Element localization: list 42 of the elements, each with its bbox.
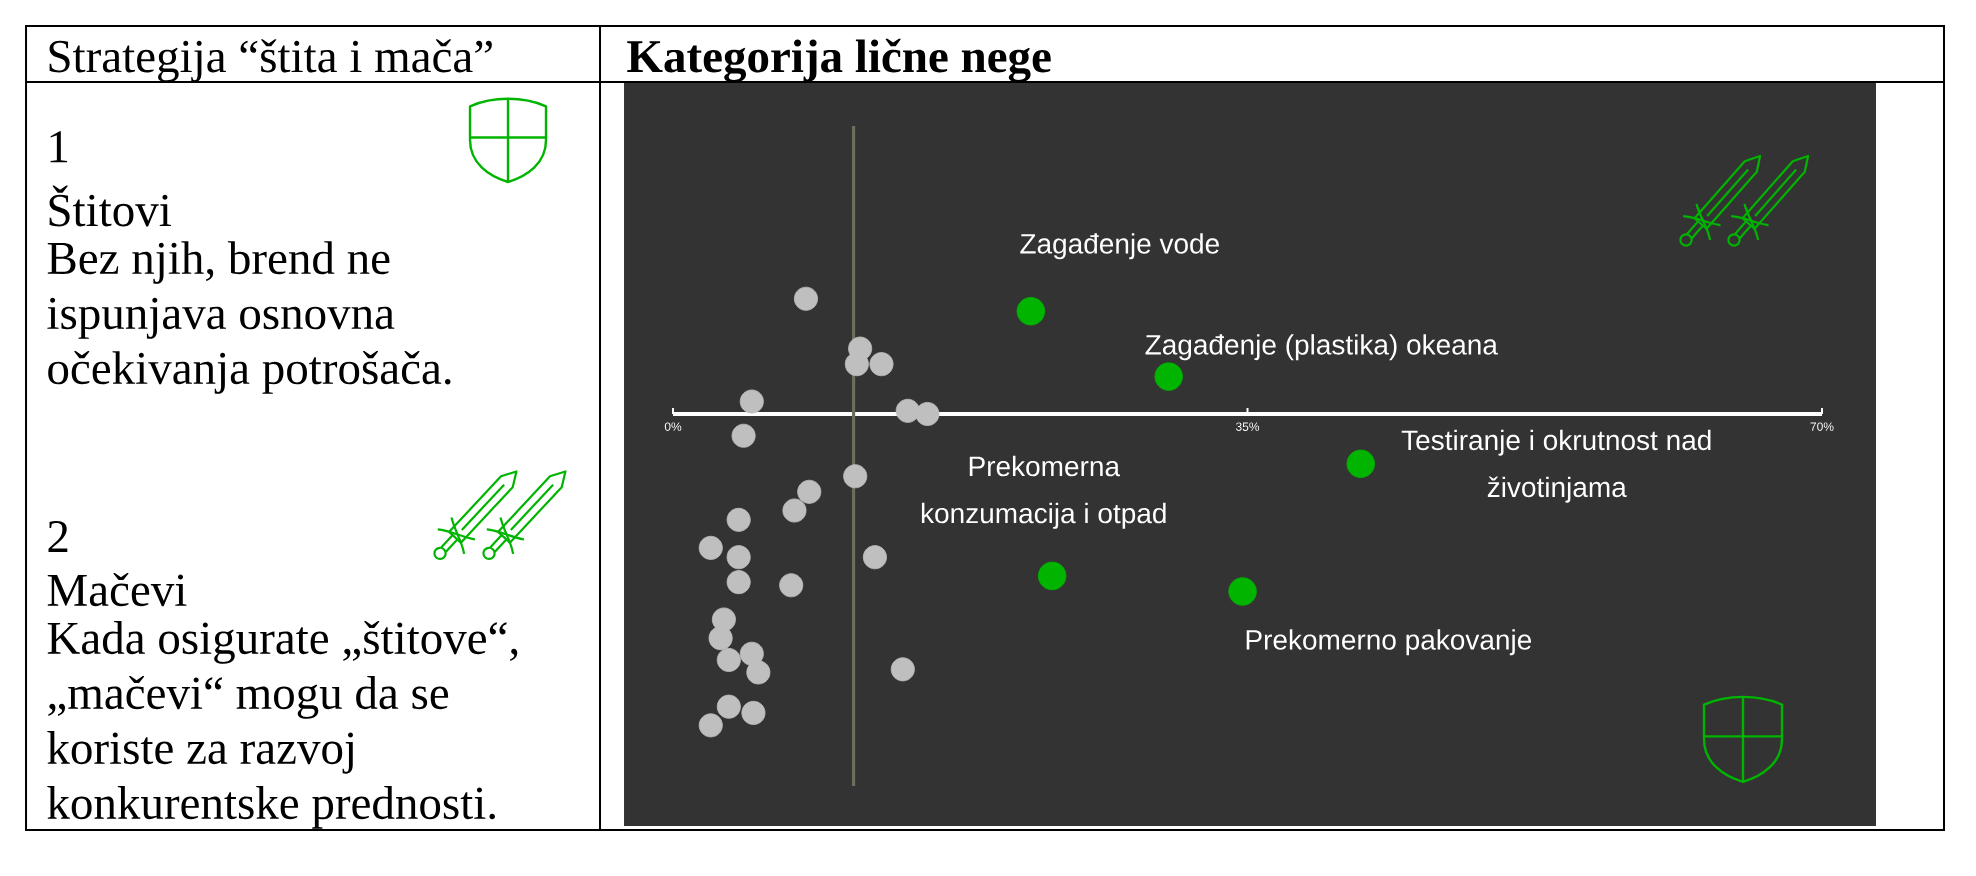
text: Štitovi (49, 185, 171, 227)
point (782, 498, 807, 523)
point (1228, 577, 1257, 606)
text: 1 (50, 131, 68, 163)
point (698, 535, 723, 560)
text: Strategija “štita i mača” (49, 39, 492, 83)
point (1346, 449, 1375, 478)
annotation: Zagađenje vode (1020, 233, 1219, 260)
annotation: Prekomerna konzumacija i otpad (921, 455, 1166, 529)
point (915, 401, 940, 426)
point (739, 389, 764, 414)
text: Mačevi (47, 572, 187, 607)
point (739, 641, 764, 666)
point (698, 713, 723, 738)
point (708, 626, 733, 651)
point (716, 694, 741, 719)
point (726, 507, 751, 532)
point (895, 398, 920, 423)
point (844, 352, 869, 377)
point (726, 545, 751, 570)
point (843, 464, 868, 489)
point (746, 660, 771, 685)
point (1037, 561, 1067, 591)
text: Kada osigurate „štitove“, „mačevi“ mogu da se koriste za razvoj konkurentske prednosti. (47, 620, 518, 829)
point (862, 545, 887, 570)
point (890, 657, 915, 682)
point (731, 423, 756, 448)
point (779, 573, 804, 598)
point (1016, 297, 1046, 326)
text: 2 (48, 520, 68, 553)
point (716, 647, 741, 672)
point (793, 286, 818, 311)
annotation: Zagađenje (plastika) okeana (1145, 334, 1498, 361)
point (1154, 362, 1183, 391)
chart-title: Kategorija lične nege (627, 38, 1051, 83)
point (726, 570, 751, 595)
annotation: Testiranje i okrutnost nad životinjama (1401, 429, 1711, 503)
text: Bez njih, brend ne ispunjava osnovna očekivanja potrošača. (47, 241, 451, 394)
annotation: Prekomerno pakovanje (1246, 629, 1532, 656)
point (741, 700, 766, 725)
point (869, 352, 894, 377)
point (797, 479, 822, 504)
